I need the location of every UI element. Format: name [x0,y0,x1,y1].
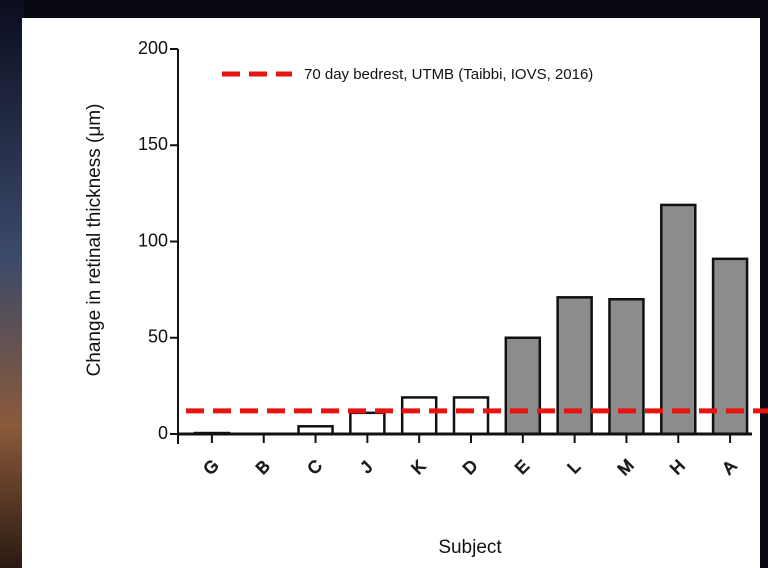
bar [504,336,542,436]
bar [660,203,697,436]
panel [22,18,760,568]
bar [349,411,386,436]
legend-label: 70 day bedrest, UTMB (Taibbi, IOVS, 2016… [304,66,593,83]
x-axis-label: Subject [438,537,502,558]
background-strip [0,0,24,568]
bar [711,257,749,436]
y-tick-label: 150 [138,134,168,154]
y-axis-label: Change in retinal thickness (μm) [84,104,105,377]
bar [608,298,645,436]
bar [400,396,438,436]
y-tick-label: 100 [138,230,168,250]
bar [452,396,490,436]
y-tick-label: 200 [138,38,168,58]
y-tick-label: 0 [158,423,168,443]
y-tick-label: 50 [148,327,168,347]
bar [556,296,593,436]
